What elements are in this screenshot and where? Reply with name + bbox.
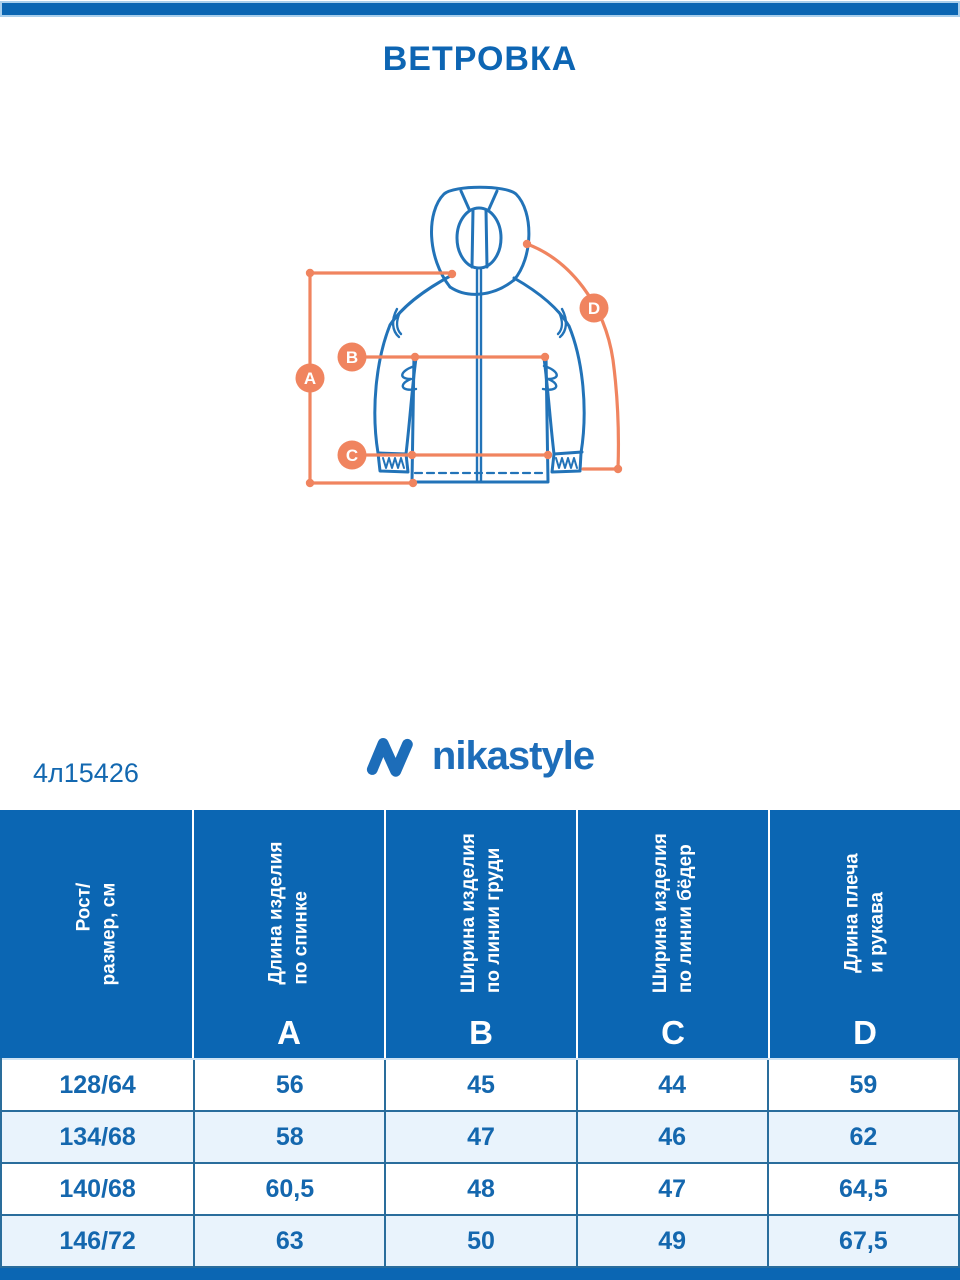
- top-brand-bar: [0, 1, 960, 17]
- header-letter-b: B: [469, 1014, 493, 1051]
- cell-size: 128/64: [59, 1070, 136, 1099]
- header-letter-c: C: [661, 1014, 685, 1051]
- cell-a: 60,5: [193, 1164, 384, 1214]
- bottom-brand-bar: [0, 1266, 960, 1280]
- cell-d: 67,5: [766, 1216, 958, 1266]
- measurement-badges: [295, 293, 609, 470]
- cell-b: 45: [384, 1060, 575, 1110]
- brand-logo: nikastyle: [0, 733, 960, 779]
- cell-size: 134/68: [59, 1122, 136, 1151]
- cell-b: 47: [384, 1112, 575, 1162]
- cell-b: 48: [384, 1164, 575, 1214]
- cell-c: 49: [575, 1216, 767, 1266]
- jacket-measurement-diagram: A B C D: [295, 185, 623, 488]
- table-row: 128/64 56 45 44 59: [2, 1058, 958, 1110]
- header-label: Ширина изделия по линии бёдер: [649, 833, 696, 993]
- article-code: 4л15426: [33, 758, 139, 788]
- cell-c: 44: [575, 1060, 767, 1110]
- brand-wave-icon: [366, 738, 413, 777]
- cell-c: 47: [575, 1164, 767, 1214]
- measurement-dots: [305, 239, 623, 488]
- header-label: Ширина изделия по линии груди: [457, 833, 504, 993]
- cell-a: 63: [193, 1216, 384, 1266]
- header-cell-height-size: Рост/ размер, см: [0, 810, 192, 1058]
- cell-b: 50: [384, 1216, 575, 1266]
- cell-a: 56: [193, 1060, 384, 1110]
- jacket-outline-icon: [373, 185, 586, 484]
- cell-a: 58: [193, 1112, 384, 1162]
- cell-d: 59: [766, 1060, 958, 1110]
- header-letter-a: A: [277, 1014, 301, 1051]
- header-cell-hip-width: Ширина изделия по линии бёдер C: [576, 810, 768, 1058]
- header-cell-chest-width: Ширина изделия по линии груди B: [384, 810, 576, 1058]
- cell-size: 140/68: [59, 1174, 136, 1203]
- header-letter-d: D: [853, 1014, 877, 1051]
- measure-label-c: C: [346, 446, 358, 465]
- header-cell-sleeve-length: Длина плеча и рукава D: [768, 810, 960, 1058]
- brand-name: nikastyle: [431, 733, 595, 778]
- page-title: ВЕТРОВКА: [382, 40, 578, 78]
- measure-label-a: A: [304, 369, 316, 388]
- size-table: Рост/ размер, см Длина изделия по спинке…: [0, 810, 960, 1280]
- cell-size: 146/72: [59, 1226, 136, 1255]
- measure-label-d: D: [588, 299, 600, 318]
- cell-c: 46: [575, 1112, 767, 1162]
- cell-d: 64,5: [766, 1164, 958, 1214]
- header-cell-back-length: Длина изделия по спинке A: [192, 810, 384, 1058]
- table-row: 134/68 58 47 46 62: [2, 1110, 958, 1162]
- header-label: Рост/ размер, см: [72, 882, 119, 986]
- measure-line-d: [525, 242, 621, 471]
- size-table-header: Рост/ размер, см Длина изделия по спинке…: [0, 810, 960, 1058]
- measure-label-b: B: [346, 348, 358, 367]
- cell-d: 62: [766, 1112, 958, 1162]
- size-table-body: 128/64 56 45 44 59 134/68 58 47 46 62 14…: [0, 1058, 960, 1266]
- header-label: Длина плеча и рукава: [841, 853, 888, 973]
- header-label: Длина изделия по спинке: [265, 841, 312, 985]
- table-row: 140/68 60,5 48 47 64,5: [2, 1162, 958, 1214]
- table-row: 146/72 63 50 49 67,5: [2, 1214, 958, 1266]
